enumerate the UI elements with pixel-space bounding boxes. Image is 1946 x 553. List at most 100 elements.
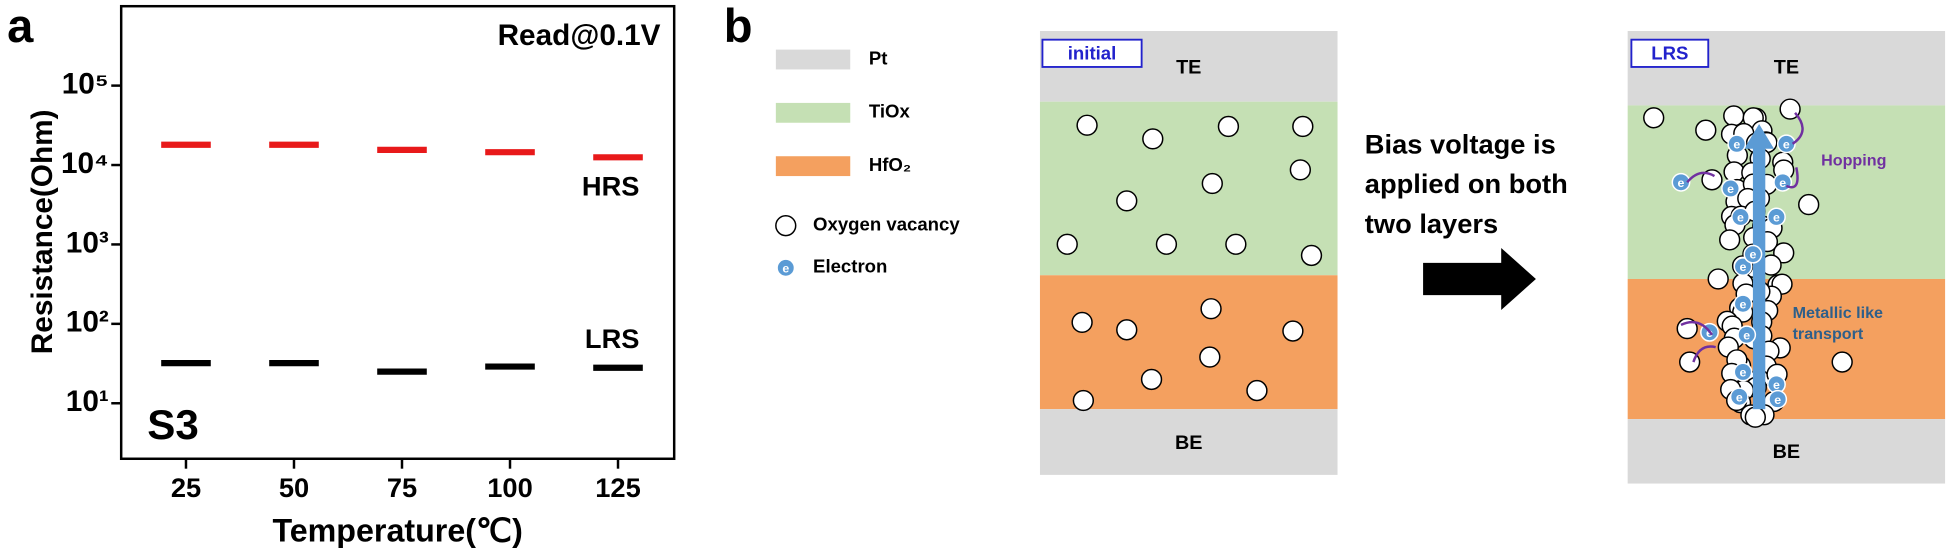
oxygen-vacancy [1155, 233, 1178, 255]
annotation: S3 [147, 401, 199, 448]
electron [1729, 387, 1749, 407]
oxygen-vacancy [1140, 368, 1163, 391]
legend-label: Oxygen vacancy [813, 214, 960, 235]
oxygen-vacancy [1072, 389, 1095, 412]
legend-label: Electron [813, 256, 887, 277]
oxygen-vacancy [1723, 161, 1745, 183]
series-label: HRS [582, 171, 640, 202]
oxygen-vacancy [1831, 351, 1853, 373]
legend-label: HfO₂ [869, 154, 911, 175]
electron-symbol: e [1749, 248, 1756, 262]
oxygen-vacancy [1282, 320, 1304, 342]
electron-symbol: e [1740, 297, 1747, 311]
x-axis-label: Temperature(℃) [272, 513, 522, 549]
oxygen-vacancy [1744, 406, 1766, 428]
electron-symbol: e [1737, 210, 1744, 224]
y-tick-label: 10³ [66, 226, 109, 259]
electron-symbol: e [1773, 378, 1780, 392]
electron [1733, 257, 1753, 277]
electron [1671, 172, 1691, 192]
y-tick-label: 10² [66, 306, 109, 339]
oxygen-vacancy [1076, 114, 1098, 136]
filament-arrow-shaft [1752, 146, 1766, 410]
hop-arrow [1680, 320, 1714, 336]
oxygen-vacancy [1200, 298, 1222, 320]
oxygen-vacancy [1246, 379, 1268, 402]
annotation: Hopping [1821, 151, 1886, 169]
electron-symbol: e [1773, 210, 1780, 224]
electrode-label: TE [1774, 56, 1799, 78]
plot-frame [119, 4, 676, 461]
electron-symbol: e [1678, 176, 1685, 190]
electron [1721, 179, 1741, 198]
hop-arrow [1791, 112, 1804, 145]
electron-symbol: e [1774, 393, 1781, 407]
layer-pt [1039, 409, 1338, 475]
oxygen-vacancy [1056, 233, 1078, 255]
oxygen-vacancy [1300, 244, 1323, 267]
hop-arrow [1686, 171, 1716, 184]
electron-symbol: e [1743, 328, 1750, 342]
series-label: LRS [585, 323, 640, 354]
y-tick-label: 10⁵ [62, 67, 109, 100]
oxygen-vacancy [1071, 311, 1093, 334]
panel-label: b [724, 0, 753, 52]
oxygen-vacancy [1707, 268, 1729, 290]
annotation: transport [1793, 325, 1864, 343]
tag: LRS [1651, 42, 1688, 63]
oxygen-vacancy [1695, 119, 1717, 141]
electron-symbol: e [782, 261, 789, 275]
oxygen-vacancy [1116, 319, 1138, 341]
annotation: Read@0.1V [498, 19, 661, 52]
oxygen-vacancy [1643, 107, 1665, 129]
legend-label: TiOx [869, 101, 911, 122]
electron-symbol: e [1779, 176, 1786, 190]
electron [1733, 362, 1753, 382]
hop-arrow [1785, 167, 1799, 189]
panel-label: a [7, 0, 34, 52]
x-tick-label: 75 [387, 472, 417, 503]
tag-box [1041, 38, 1143, 68]
electrode-label: BE [1175, 432, 1203, 454]
oxygen-vacancy [1289, 159, 1311, 181]
oxygen-vacancy [1201, 172, 1223, 195]
electron [1737, 325, 1757, 345]
electron-symbol: e [1736, 390, 1743, 404]
electron-symbol: e [1740, 260, 1747, 274]
oxygen-vacancy [1719, 229, 1741, 251]
electron [1776, 134, 1796, 154]
electrode-label: BE [1773, 441, 1801, 463]
oxygen-vacancy [1723, 105, 1745, 127]
oxygen-vacancy [1225, 233, 1247, 255]
y-tick-label: 10⁴ [61, 147, 109, 180]
oxygen-vacancy [1701, 169, 1723, 191]
legend-swatch [775, 156, 851, 177]
layer-pt [1627, 419, 1946, 484]
process-text: Bias voltage is [1365, 129, 1556, 160]
y-axis-label: Resistance(Ohm) [26, 110, 59, 355]
process-text: applied on both [1365, 168, 1568, 199]
oxygen-vacancy [1199, 346, 1221, 368]
process-text: two layers [1365, 208, 1498, 239]
filament-arrow-head [1744, 123, 1774, 149]
legend-swatch [775, 49, 851, 70]
oxygen-vacancy [1798, 193, 1820, 216]
legend-swatch [775, 102, 851, 123]
electron [776, 258, 796, 278]
legend-label: Pt [869, 47, 888, 68]
electron [1731, 207, 1750, 227]
electron-symbol: e [1740, 365, 1747, 379]
initial-diagram: initial TE BE [1039, 30, 1338, 475]
x-tick-label: 100 [487, 472, 532, 503]
process-arrow [1423, 247, 1536, 310]
oxygen-vacancy [775, 215, 797, 237]
electron [1727, 134, 1747, 154]
y-tick-label: 10¹ [66, 385, 109, 418]
oxygen-vacancy [1142, 128, 1164, 150]
electron [1733, 294, 1753, 314]
electron [1768, 389, 1788, 409]
electron-symbol: e [1783, 137, 1790, 151]
hop-arrow [1692, 345, 1716, 363]
